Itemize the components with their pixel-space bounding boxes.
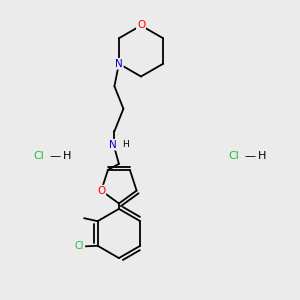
Text: —: — — [50, 151, 61, 161]
Text: Cl: Cl — [34, 151, 44, 161]
Text: —: — — [245, 151, 256, 161]
Text: Cl: Cl — [75, 242, 84, 251]
Text: N: N — [109, 140, 117, 150]
Text: H: H — [258, 151, 267, 161]
Text: O: O — [97, 186, 105, 196]
Text: H: H — [63, 151, 72, 161]
Text: Cl: Cl — [229, 151, 239, 161]
Text: N: N — [115, 59, 123, 69]
Text: H: H — [122, 140, 129, 149]
Text: O: O — [137, 20, 145, 31]
